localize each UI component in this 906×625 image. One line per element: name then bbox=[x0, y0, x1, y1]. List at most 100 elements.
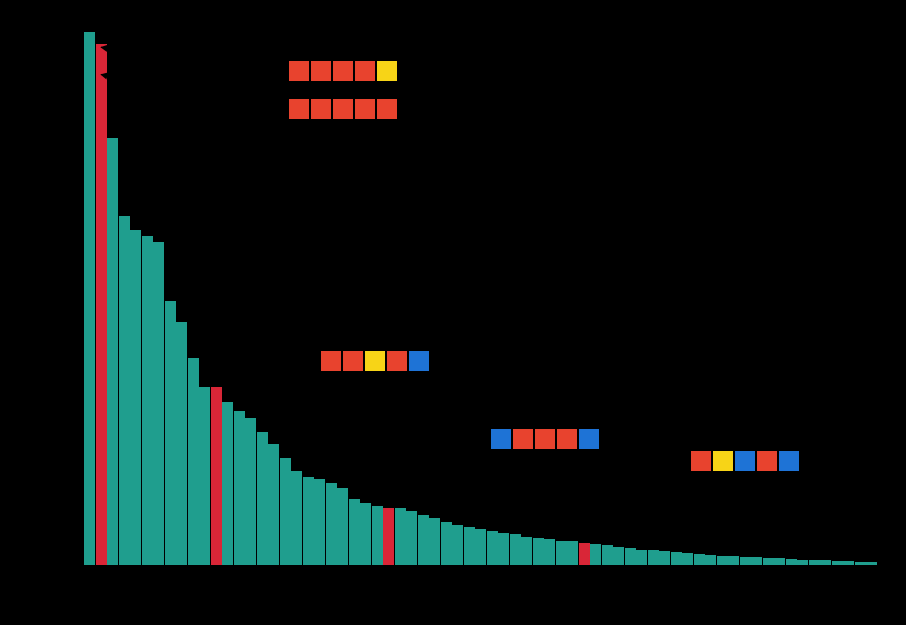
bar bbox=[153, 242, 164, 565]
annotation-arrow bbox=[101, 75, 284, 110]
x-axis bbox=[80, 565, 880, 566]
swatch-yellow bbox=[364, 350, 386, 372]
bar bbox=[429, 518, 440, 565]
bar bbox=[245, 418, 256, 565]
bar bbox=[360, 503, 371, 565]
bar bbox=[130, 230, 141, 565]
annotation-label: 44. bbbb bbox=[806, 454, 857, 469]
bar bbox=[291, 471, 302, 565]
bar bbox=[625, 548, 636, 565]
y-axis bbox=[80, 20, 81, 565]
swatch-yellow bbox=[712, 450, 734, 472]
swatch-red bbox=[354, 98, 376, 120]
bar bbox=[475, 529, 486, 565]
bar bbox=[176, 322, 187, 565]
bar bbox=[544, 539, 555, 565]
annotation-label: 2. aabb (second) bbox=[404, 102, 502, 117]
bar bbox=[280, 458, 291, 565]
swatch-red bbox=[756, 450, 778, 472]
bar bbox=[418, 515, 429, 565]
bar bbox=[728, 556, 739, 565]
annot-2a: 2. aabb (first) bbox=[288, 60, 481, 82]
bar bbox=[613, 547, 624, 565]
bar bbox=[464, 527, 475, 565]
bar bbox=[257, 432, 268, 565]
bar bbox=[107, 138, 118, 565]
swatch-red bbox=[376, 98, 398, 120]
bar bbox=[717, 556, 728, 565]
bar-highlight bbox=[579, 543, 590, 565]
annotation-arrow bbox=[389, 439, 487, 502]
chart-container: $0$200,000,000$400,000,000$600,000,000$8… bbox=[0, 0, 906, 625]
annot-44: 44. bbbb bbox=[690, 450, 857, 472]
y-tick-label: $200,000,000 bbox=[0, 447, 80, 463]
swatch-red bbox=[556, 428, 578, 450]
x-tick-label: 69. abcab bbox=[841, 565, 903, 591]
swatch-blue bbox=[578, 428, 600, 450]
bar bbox=[648, 550, 659, 565]
annotation-swatches bbox=[288, 98, 398, 120]
swatch-red bbox=[332, 98, 354, 120]
annot-12: 12. abba bbox=[320, 350, 487, 372]
annotation-label: 27. baab bbox=[606, 432, 657, 447]
bar-highlight bbox=[211, 387, 222, 565]
annotation-swatches bbox=[690, 450, 800, 472]
swatch-red bbox=[512, 428, 534, 450]
bar bbox=[636, 550, 647, 565]
annotation-swatches bbox=[288, 60, 398, 82]
bar bbox=[682, 553, 693, 565]
bar-highlight bbox=[383, 508, 394, 565]
annot-27: 27. baab bbox=[490, 428, 657, 450]
bar bbox=[337, 488, 348, 565]
bar bbox=[510, 534, 521, 565]
swatch-red bbox=[354, 60, 376, 82]
swatch-blue bbox=[408, 350, 430, 372]
swatch-blue bbox=[734, 450, 756, 472]
bar bbox=[751, 557, 762, 565]
bar bbox=[222, 402, 233, 565]
bar bbox=[326, 483, 337, 565]
bar bbox=[521, 537, 532, 565]
bar bbox=[441, 522, 452, 565]
bar bbox=[119, 216, 130, 566]
bar bbox=[303, 477, 314, 565]
bar bbox=[740, 557, 751, 565]
annotation-swatches bbox=[490, 428, 600, 450]
swatch-red bbox=[332, 60, 354, 82]
bar bbox=[452, 525, 463, 565]
annotation-label: 12. abba bbox=[436, 354, 487, 369]
bar bbox=[372, 506, 383, 565]
swatch-red bbox=[534, 428, 556, 450]
swatch-yellow bbox=[376, 60, 398, 82]
plot-area: $0$200,000,000$400,000,000$600,000,000$8… bbox=[80, 20, 880, 565]
bar bbox=[395, 508, 406, 565]
x-tick-label: 50 bbox=[645, 565, 661, 591]
bar bbox=[602, 545, 613, 565]
y-tick-label: $800,000,000 bbox=[0, 91, 80, 107]
bar bbox=[567, 541, 578, 565]
bar bbox=[763, 558, 774, 565]
bar bbox=[406, 511, 417, 566]
swatch-red bbox=[320, 350, 342, 372]
bar bbox=[314, 479, 325, 565]
bar bbox=[199, 387, 210, 565]
swatch-red bbox=[310, 98, 332, 120]
x-tick-label: 10 bbox=[185, 565, 201, 591]
swatch-red bbox=[690, 450, 712, 472]
bar bbox=[671, 552, 682, 565]
swatch-red bbox=[342, 350, 364, 372]
bar bbox=[188, 358, 199, 565]
x-tick-label: 30 bbox=[415, 565, 431, 591]
bar bbox=[165, 301, 176, 565]
x-tick-label: 60 bbox=[760, 565, 776, 591]
bar bbox=[556, 541, 567, 565]
y-tick-label: $400,000,000 bbox=[0, 328, 80, 344]
x-tick-label: 20 bbox=[300, 565, 316, 591]
y-tick-label: $600,000,000 bbox=[0, 210, 80, 226]
bar bbox=[268, 444, 279, 565]
bar bbox=[84, 32, 95, 565]
swatch-red bbox=[288, 60, 310, 82]
annotation-arrow bbox=[216, 361, 316, 385]
swatch-red bbox=[386, 350, 408, 372]
bar bbox=[498, 533, 509, 565]
